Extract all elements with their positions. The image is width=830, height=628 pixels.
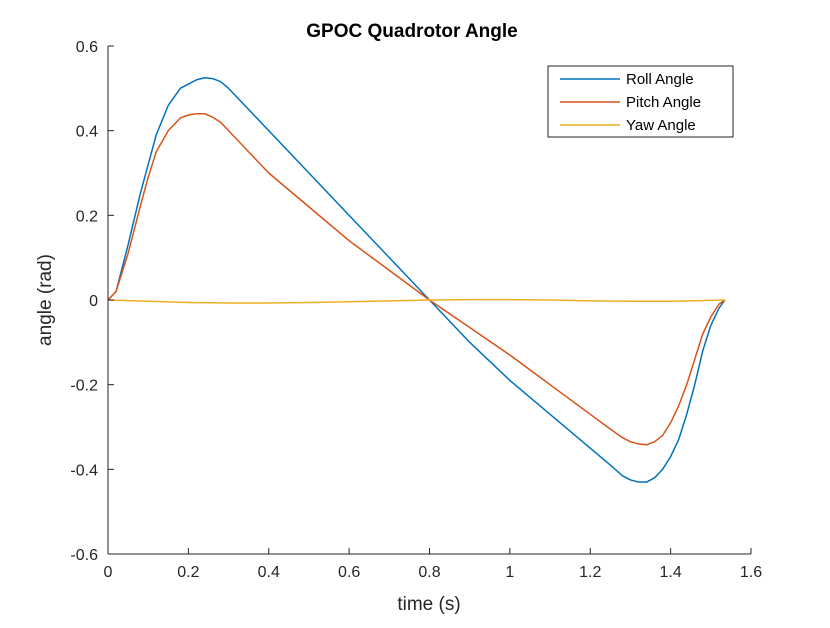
y-tick-label: 0.6 [76, 39, 98, 56]
x-tick-label: 0.8 [418, 564, 440, 581]
x-tick-label: 1 [505, 564, 514, 581]
y-tick-label: -0.2 [70, 378, 98, 395]
x-tick-label: 1.2 [579, 564, 601, 581]
y-axis-label: angle (rad) [35, 254, 56, 346]
y-tick-label: 0 [89, 293, 98, 310]
x-tick-label: 1.4 [660, 564, 682, 581]
y-tick-label: 0.4 [76, 124, 98, 141]
x-tick-label: 0.6 [338, 564, 360, 581]
legend: Roll Angle Pitch Angle Yaw Angle [547, 65, 734, 138]
x-tick-label: 0.4 [258, 564, 280, 581]
y-tick-label: 0.2 [76, 208, 98, 225]
x-axis-label: time (s) [397, 594, 460, 615]
x-tick-label: 1.6 [740, 564, 762, 581]
chart-title: GPOC Quadrotor Angle [306, 21, 517, 42]
legend-label-pitch-angle: Pitch Angle [626, 94, 701, 111]
series-line-yaw-angle [107, 298, 725, 304]
legend-label-yaw-angle: Yaw Angle [626, 117, 696, 134]
x-tick-label: 0.2 [177, 564, 199, 581]
legend-label-roll-angle: Roll Angle [626, 71, 694, 88]
y-tick-label: -0.6 [70, 547, 98, 564]
x-tick-label: 0 [104, 564, 113, 581]
y-tick-label: -0.4 [70, 462, 98, 479]
